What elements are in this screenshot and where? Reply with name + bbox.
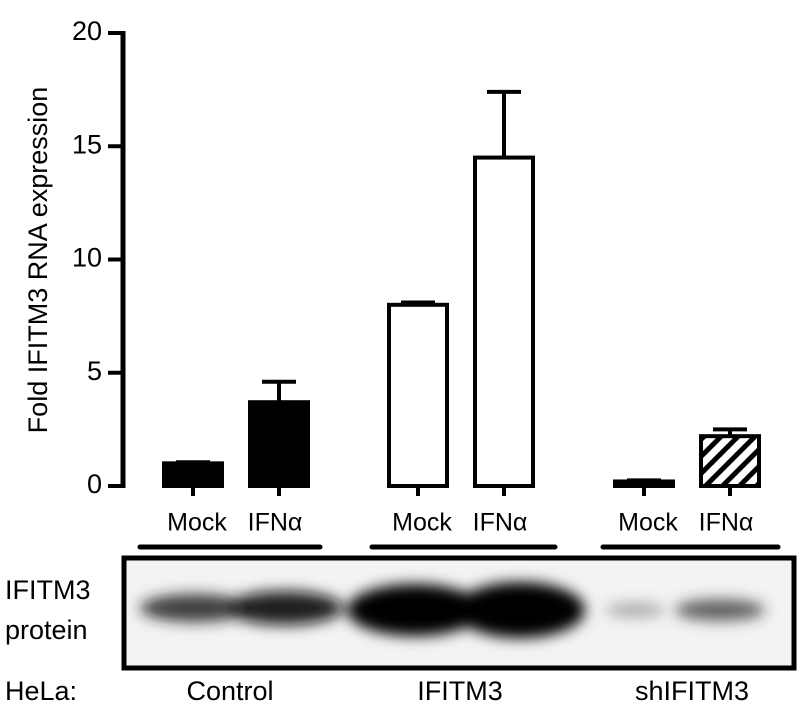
x-tick-label: Mock [167,509,227,537]
blot-label: protein [5,615,88,645]
group-label: HeLa: [5,676,77,706]
y-tick-label: 0 [87,469,102,499]
bar [248,400,310,489]
bar [162,461,224,489]
x-tick-label: Mock [618,509,678,537]
blot-label: IFITM3 [5,575,91,605]
group-name: shIFITM3 [635,676,749,706]
x-tick-label: Mock [392,509,452,537]
bar [473,155,535,488]
group-name: IFITM3 [417,676,503,706]
bar [387,302,449,488]
blot-bands [140,582,765,638]
x-tick-label: IFNα [473,509,528,537]
y-tick-label: 20 [72,16,102,46]
x-tick-label: IFNα [248,509,303,537]
bar [699,434,761,489]
y-tick-label: 5 [87,356,102,386]
y-tick-label: 10 [72,243,102,273]
group-name: Control [186,676,273,706]
y-axis-label: Fold IFITM3 RNA expression [23,87,53,434]
y-tick-label: 15 [72,129,102,159]
x-tick-label: IFNα [699,509,754,537]
bar [613,479,675,489]
